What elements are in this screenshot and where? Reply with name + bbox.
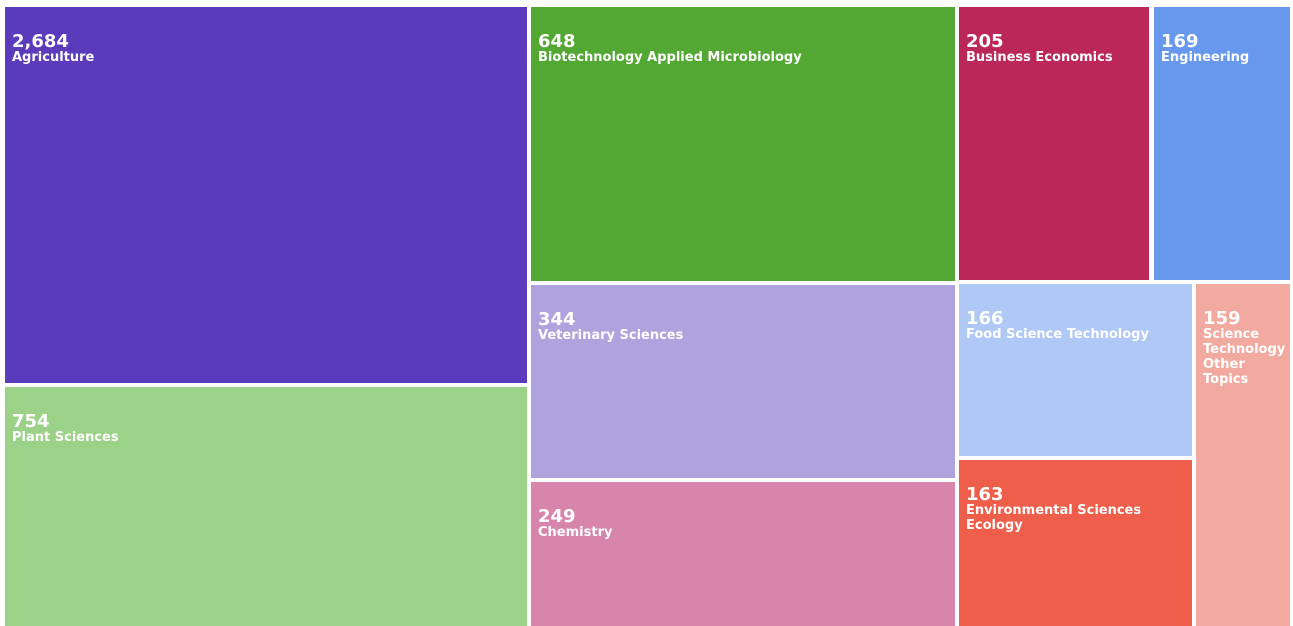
treemap-cell: 2,684 Agriculture [5, 7, 527, 383]
treemap-cell: 169 Engineering [1154, 7, 1290, 280]
cell-value-label: 159 [1203, 308, 1241, 329]
cell-value-label: 166 [966, 308, 1004, 329]
cell-value-label: 648 [538, 31, 576, 52]
cell-value-label: 249 [538, 506, 576, 527]
treemap-cell: 166 Food Science Technology [959, 284, 1192, 456]
cell-category-label: Biotechnology Applied Microbiology [538, 50, 802, 65]
cell-category-label: Veterinary Sciences [538, 328, 684, 343]
cell-category-label: Engineering [1161, 50, 1250, 65]
treemap-cell: 648 Biotechnology Applied Microbiology [531, 7, 955, 281]
cell-category-label: Environmental Sciences Ecology [966, 503, 1142, 533]
treemap-cell: 754 Plant Sciences [5, 387, 527, 626]
treemap-cell: 205 Business Economics [959, 7, 1149, 280]
treemap-cell: 159 Science Technology Other Topics [1196, 284, 1290, 626]
cell-value-label: 754 [12, 411, 50, 432]
cell-category-label: Agriculture [12, 50, 95, 65]
treemap-cell: 344 Veterinary Sciences [531, 285, 955, 478]
treemap-cell: 163 Environmental Sciences Ecology [959, 460, 1192, 626]
cell-category-label: Chemistry [538, 525, 613, 540]
cell-value-label: 2,684 [12, 31, 69, 52]
cell-category-label: Food Science Technology [966, 327, 1149, 342]
cell-value-label: 205 [966, 31, 1004, 52]
cell-category-label: Plant Sciences [12, 430, 119, 445]
cell-category-label: Science Technology Other Topics [1203, 327, 1286, 387]
cell-value-label: 163 [966, 484, 1004, 505]
cell-value-label: 169 [1161, 31, 1199, 52]
cell-value-label: 344 [538, 309, 576, 330]
cell-category-label: Business Economics [966, 50, 1113, 65]
treemap-cell: 249 Chemistry [531, 482, 955, 626]
